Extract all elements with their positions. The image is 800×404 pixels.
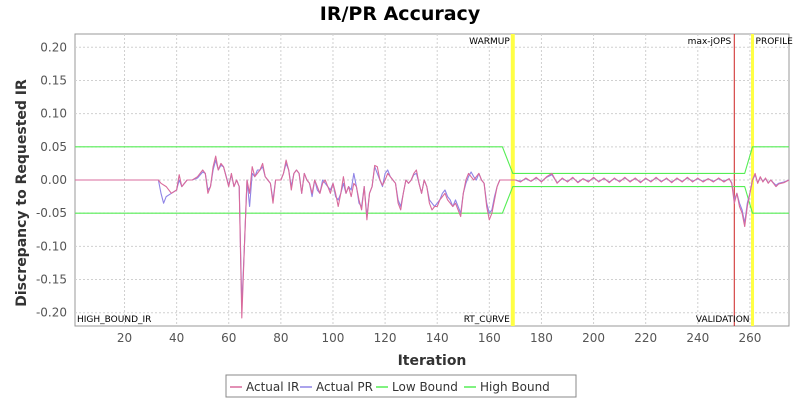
chart-title: IR/PR Accuracy (320, 3, 481, 25)
y-tick-label: -0.10 (36, 239, 67, 253)
y-tick-label: 0.15 (40, 73, 67, 87)
phase-marker-bottom-label: VALIDATION (696, 315, 750, 325)
series-line-high-bound (75, 146, 789, 174)
phase-marker-top-label: WARMUP (469, 37, 510, 47)
y-tick-label: 0.10 (40, 107, 67, 121)
y-tick-label: 0.05 (40, 140, 67, 154)
x-tick-label: 120 (374, 331, 397, 345)
x-tick-label: 140 (426, 331, 449, 345)
x-tick-label: 20 (117, 331, 132, 345)
x-tick-labels: 20 40 60 80 100 120 140 160 180 200 220 240 260 (117, 331, 761, 345)
phase-marker-top-label: max-jOPS (688, 37, 732, 47)
phase-marker-bottom-label: RT_CURVE (464, 315, 510, 325)
series-lines (75, 146, 790, 319)
y-tick-labels: -0.20 -0.15 -0.10 -0.05 0.00 0.05 0.10 0.15 0.20 (36, 40, 67, 319)
x-tick-label: 160 (478, 331, 501, 345)
x-tick-label: 180 (530, 331, 553, 345)
y-tick-label: -0.20 (36, 306, 67, 320)
series-line-actual-ir (75, 155, 790, 319)
x-tick-label: 240 (686, 331, 709, 345)
y-axis-label: Discrepancy to Requested IR (14, 79, 30, 307)
legend-box (225, 374, 577, 398)
phase-marker-top-label: PROFILE (756, 37, 794, 47)
legend-entry-label: High Bound (480, 380, 550, 394)
x-axis-label: Iteration (398, 353, 467, 369)
x-tick-label: 60 (221, 331, 236, 345)
legend: Actual IR Actual PR Low Bound High Bound (230, 380, 550, 394)
x-tick-label: 100 (322, 331, 345, 345)
y-tick-label: 0.20 (40, 40, 67, 54)
series-line-low-bound (75, 186, 789, 214)
x-tick-label: 200 (582, 331, 605, 345)
legend-entry-label: Actual PR (316, 380, 373, 394)
legend-entry-label: Actual IR (246, 380, 299, 394)
x-tick-label: 220 (634, 331, 657, 345)
y-tick-label: -0.05 (36, 206, 67, 220)
y-tick-label: -0.15 (36, 273, 67, 287)
x-tick-label: 40 (169, 331, 184, 345)
legend-entry-label: Low Bound (392, 380, 458, 394)
y-tick-label: 0.00 (40, 173, 67, 187)
corner-label: HIGH_BOUND_IR (77, 315, 151, 325)
x-tick-label: 80 (273, 331, 288, 345)
x-tick-label: 260 (738, 331, 761, 345)
